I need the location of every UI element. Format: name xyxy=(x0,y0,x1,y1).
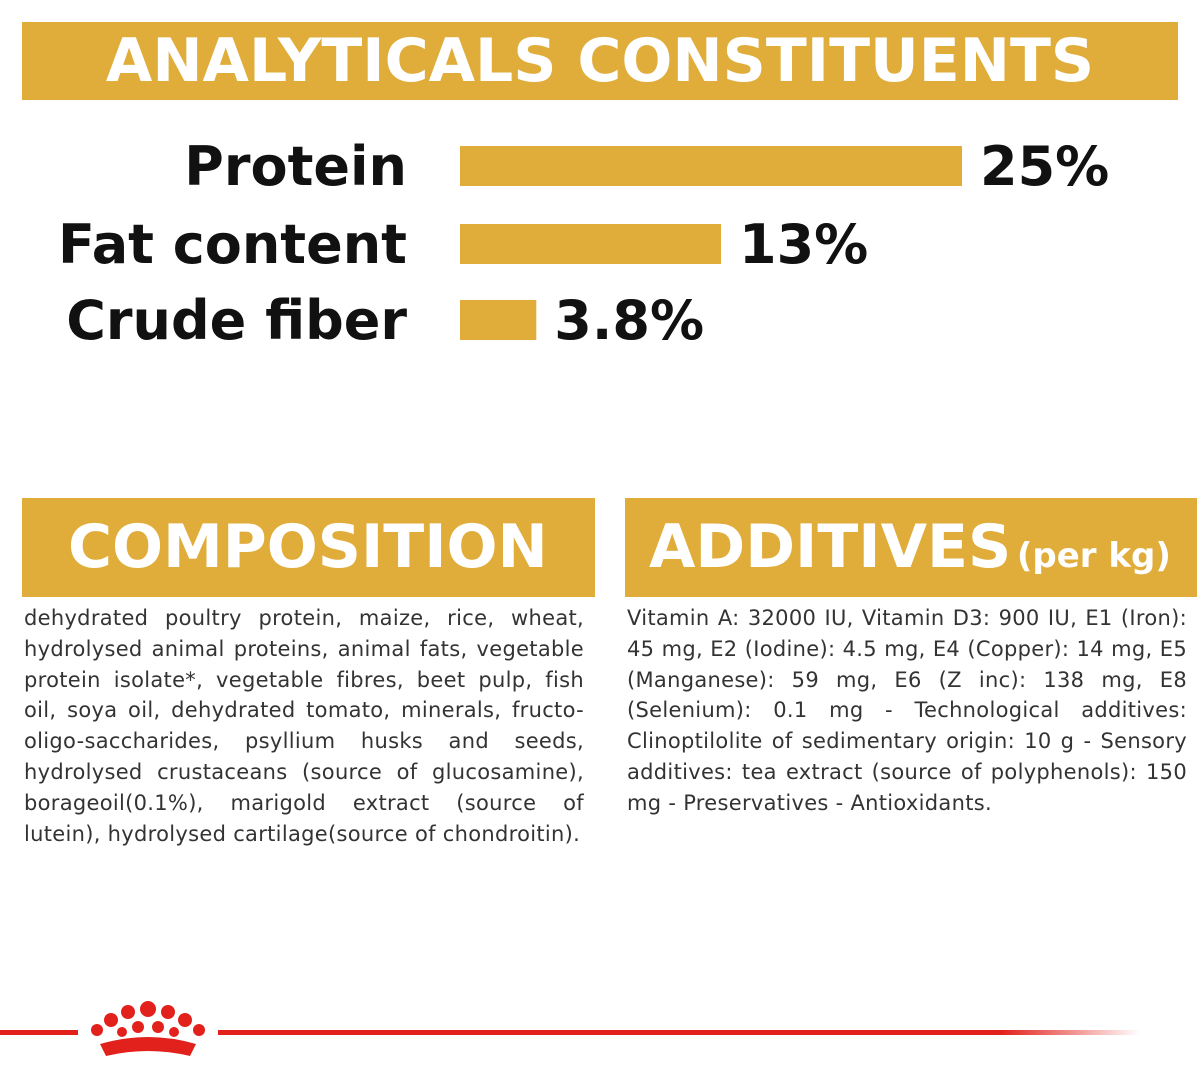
footer-line xyxy=(218,1030,1140,1035)
chart-title: ANALYTICALS CONSTITUENTS xyxy=(22,22,1178,100)
category-label: Fat content xyxy=(58,213,407,276)
composition-text: dehydrated poultry protein, maize, rice,… xyxy=(24,606,584,846)
bar xyxy=(460,300,537,340)
additives-text: Vitamin A: 32000 IU, Vitamin D3: 900 IU,… xyxy=(627,606,1187,815)
additives-title: ADDITIVES xyxy=(649,512,1012,582)
composition-title: COMPOSITION xyxy=(22,498,595,597)
chart: Protein 25% Fat content 13% Crude fiber 3.8% xyxy=(58,135,1109,352)
additives-subtitle: (per kg) xyxy=(1016,536,1171,576)
additives-header: ADDITIVES (per kg) xyxy=(625,498,1197,597)
footer-line xyxy=(0,1030,78,1035)
bar xyxy=(460,146,962,186)
bar xyxy=(460,224,722,264)
category-label: Protein xyxy=(184,135,407,198)
value-label: 3.8% xyxy=(554,289,704,352)
logo xyxy=(91,1001,205,1056)
category-label: Crude fiber xyxy=(66,289,407,352)
value-label: 13% xyxy=(739,213,868,276)
value-label: 25% xyxy=(980,135,1109,198)
